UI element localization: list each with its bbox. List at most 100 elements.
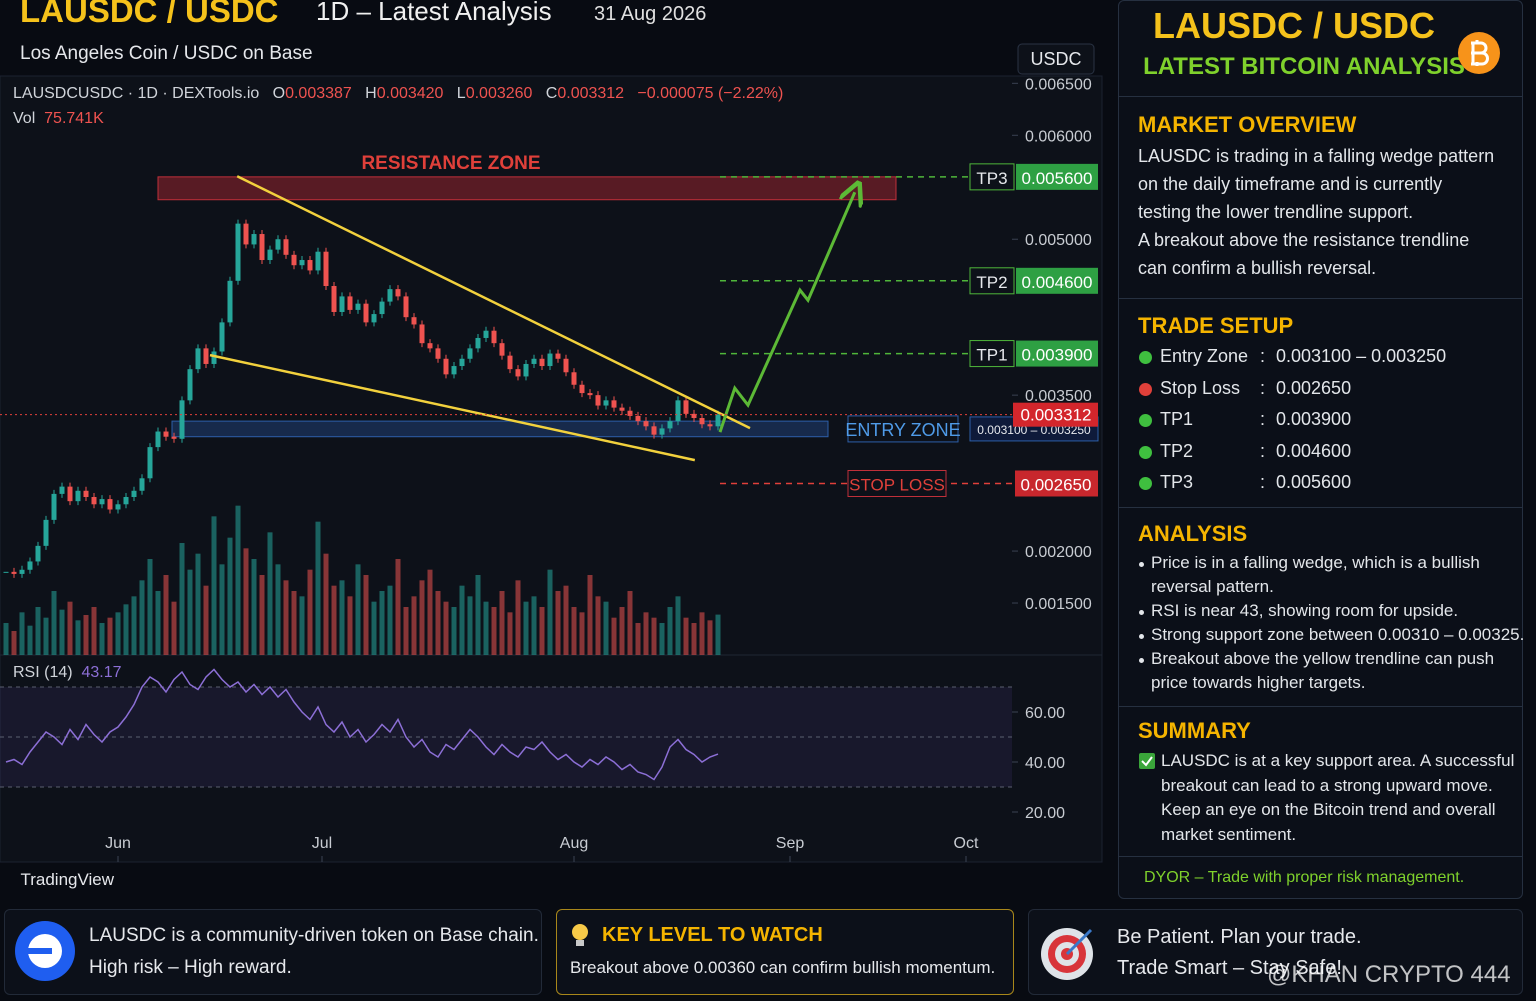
volume-bar: [299, 596, 305, 655]
volume-bar: [611, 617, 617, 655]
candle: [427, 343, 433, 349]
candle: [299, 260, 305, 266]
bullet-text: Price is in a falling wedge, which is a …: [1151, 553, 1480, 572]
key-level-text: Breakout above 0.00360 can confirm bulli…: [570, 958, 996, 977]
y-tick-label: 0.001500: [1025, 596, 1092, 613]
x-tick-label: Sep: [776, 835, 805, 852]
candle: [43, 519, 49, 546]
tp-label: TP2: [976, 273, 1007, 292]
candle: [571, 372, 577, 385]
status-dot: [1139, 477, 1152, 490]
volume-bar: [315, 521, 321, 655]
separator: [1119, 856, 1522, 857]
candle: [635, 415, 641, 422]
setup-value: 0.003900: [1276, 409, 1352, 429]
candle: [579, 384, 585, 394]
candle: [667, 421, 673, 429]
candle: [507, 355, 513, 370]
volume-bar: [283, 580, 289, 655]
ohlc-change: −0.000075 (−2.22%): [637, 85, 784, 102]
candle: [643, 421, 649, 427]
candle: [59, 486, 65, 494]
candle: [75, 490, 81, 502]
section-heading: ANALYSIS: [1138, 521, 1248, 546]
vol-value: 75.741K: [44, 110, 104, 127]
candle: [19, 569, 25, 574]
candle: [675, 400, 681, 422]
volume-bar: [11, 631, 17, 655]
setup-label: Entry Zone: [1160, 346, 1249, 366]
candle: [395, 289, 401, 297]
separator: [1119, 298, 1522, 299]
candle: [323, 251, 329, 287]
candle: [291, 254, 297, 266]
candle: [243, 223, 249, 245]
candle: [91, 497, 97, 505]
text-line: LAUSDC is a community-driven token on Ba…: [89, 925, 539, 946]
volume-bar: [27, 625, 33, 655]
candle: [235, 223, 241, 281]
analysis-panel: LAUSDC / USDC LATEST BITCOIN ANALYSIS MA…: [1118, 0, 1524, 899]
volume-bar: [371, 601, 377, 655]
candle: [163, 431, 169, 437]
header-title: LAUSDC / USDC: [20, 0, 279, 29]
volume-bar: [363, 575, 369, 655]
target-icon: [1041, 928, 1093, 980]
volume-bar: [99, 623, 105, 655]
volume-bar: [323, 553, 329, 655]
volume-bar: [355, 564, 361, 655]
bullet-text: price towards higher targets.: [1151, 673, 1366, 692]
header-subtitle: 1D – Latest Analysis: [316, 0, 552, 26]
candle: [419, 324, 425, 344]
volume-bar: [579, 612, 585, 655]
tp-value-box: [1016, 163, 1098, 190]
candle: [651, 426, 657, 435]
x-tick-label: Jun: [105, 835, 131, 852]
trendline: [209, 353, 696, 462]
candle: [363, 303, 369, 323]
bulb-icon: [572, 924, 588, 946]
candle: [531, 358, 537, 364]
candle: [475, 337, 481, 349]
setup-label: TP3: [1160, 472, 1194, 492]
volume-bar: [147, 559, 153, 655]
volume-bar: [291, 591, 297, 655]
volume-bar: [619, 607, 625, 655]
volume-bar: [475, 575, 481, 655]
volume-bar: [123, 604, 129, 655]
volume-bar: [139, 580, 145, 655]
candle: [211, 351, 217, 364]
volume-bar: [651, 617, 657, 655]
volume-bar: [171, 601, 177, 655]
candle: [267, 249, 273, 261]
tp-value: 0.004600: [1022, 273, 1093, 292]
candle: [467, 348, 473, 359]
ohlc-key: H: [365, 85, 377, 102]
panel-subtitle: LATEST BITCOIN ANALYSIS: [1143, 53, 1465, 80]
ohlc-key: L: [456, 85, 466, 102]
setup-label: TP2: [1160, 440, 1194, 461]
rsi-value: 43.17: [81, 664, 122, 681]
base-logo: [15, 921, 75, 981]
text-line: LAUSDC is trading in a falling wedge pat…: [1138, 146, 1495, 166]
setup-separator: :: [1260, 472, 1266, 492]
candle: [67, 486, 73, 502]
y-tick-label: 0.005000: [1025, 232, 1092, 249]
volume-bar: [35, 607, 41, 655]
volume-bar: [683, 617, 689, 655]
bullet-text: Breakout above the yellow trendline can …: [1151, 649, 1495, 668]
currency: USDC: [1030, 49, 1081, 69]
volume-bar: [59, 609, 65, 655]
bullet-text: RSI is near 43, showing room for upside.: [1151, 601, 1459, 620]
y-tick-label: 0.006500: [1025, 76, 1092, 93]
setup-value: 0.002650: [1276, 377, 1352, 398]
stop-value-box: [1015, 470, 1098, 497]
volume-bar: [243, 548, 249, 655]
volume-bar: [515, 580, 521, 655]
separator: [1119, 706, 1522, 707]
check-icon: [1139, 753, 1155, 769]
y-tick-label: 0.006000: [1025, 128, 1092, 145]
pair-name: Los Angeles Coin / USDC on Base: [20, 43, 313, 64]
candle: [563, 358, 569, 373]
text-line: on the daily timeframe and is currently: [1138, 174, 1443, 194]
